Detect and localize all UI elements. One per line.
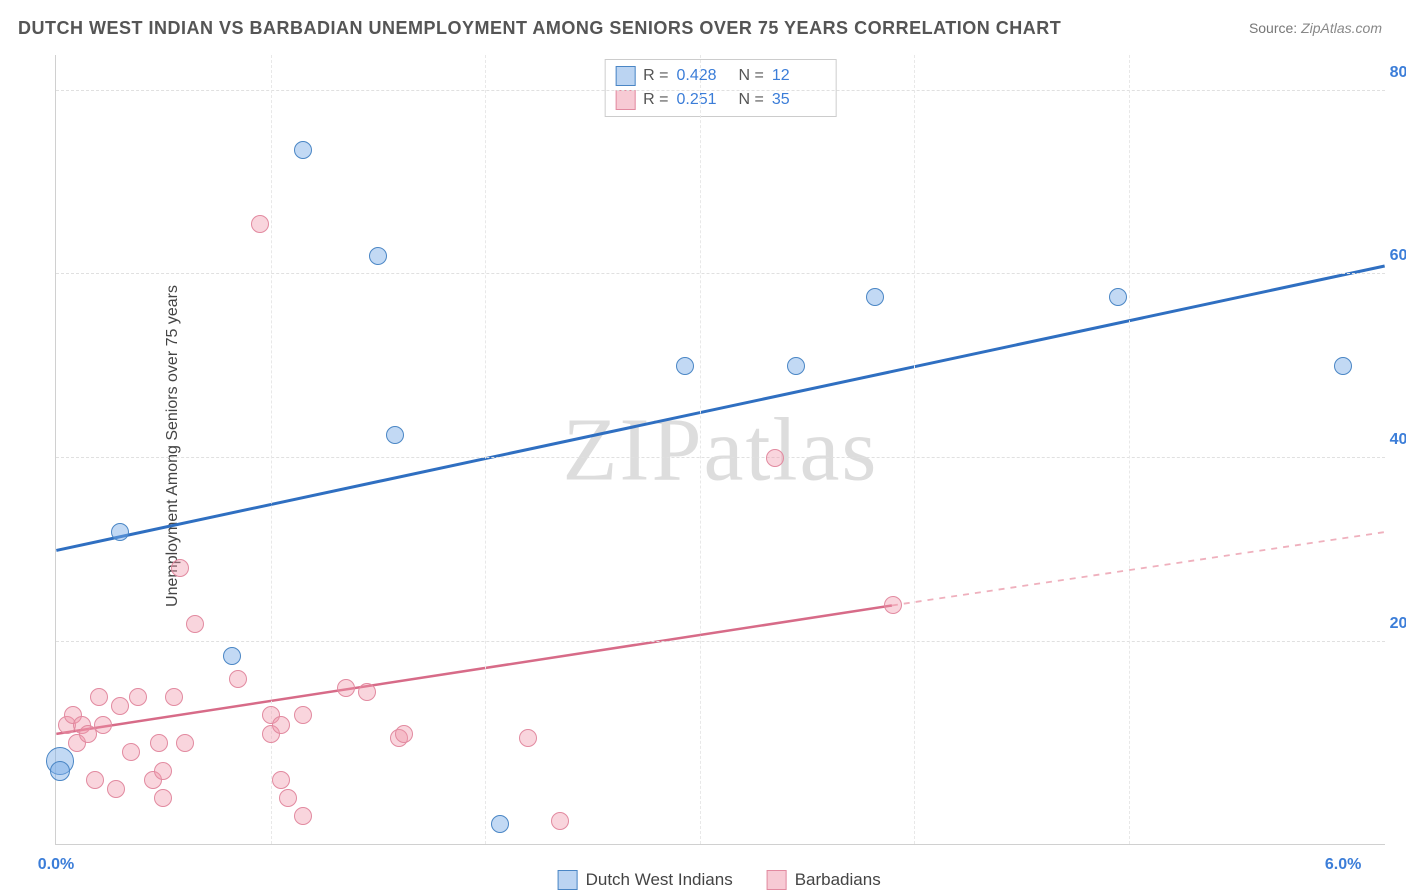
legend-label: Dutch West Indians	[586, 870, 733, 890]
source-citation: Source: ZipAtlas.com	[1249, 20, 1382, 36]
data-point	[111, 523, 129, 541]
data-point	[86, 771, 104, 789]
data-point	[129, 688, 147, 706]
watermark: ZIPatlas	[563, 398, 879, 501]
stats-row: R = 0.428 N = 12	[615, 64, 826, 88]
legend-swatch	[615, 66, 635, 86]
chart-title: DUTCH WEST INDIAN VS BARBADIAN UNEMPLOYM…	[18, 18, 1061, 39]
y-tick-label: 40.0%	[1387, 431, 1406, 449]
data-point	[122, 743, 140, 761]
data-point	[395, 725, 413, 743]
data-point	[154, 789, 172, 807]
data-point	[866, 288, 884, 306]
data-point	[787, 357, 805, 375]
stat-r-value: 0.251	[677, 91, 731, 109]
data-point	[279, 789, 297, 807]
legend-swatch	[767, 870, 787, 890]
data-point	[294, 807, 312, 825]
data-point	[884, 596, 902, 614]
gridline-v	[485, 55, 486, 844]
data-point	[766, 449, 784, 467]
trend-line	[56, 605, 892, 733]
y-tick-label: 20.0%	[1387, 615, 1406, 633]
data-point	[551, 812, 569, 830]
gridline-h	[56, 273, 1385, 274]
series-legend: Dutch West Indians Barbadians	[558, 870, 881, 890]
data-point	[176, 734, 194, 752]
data-point	[186, 615, 204, 633]
data-point	[50, 761, 70, 781]
trend-line	[56, 266, 1384, 550]
stat-n-value: 12	[772, 67, 826, 85]
trend-line	[892, 532, 1385, 605]
data-point	[154, 762, 172, 780]
data-point	[491, 815, 509, 833]
stat-n-value: 35	[772, 91, 826, 109]
legend-item: Dutch West Indians	[558, 870, 733, 890]
x-tick-label: 6.0%	[1325, 856, 1361, 874]
stats-row: R = 0.251 N = 35	[615, 88, 826, 112]
data-point	[150, 734, 168, 752]
data-point	[358, 683, 376, 701]
stat-r-value: 0.428	[677, 67, 731, 85]
data-point	[519, 729, 537, 747]
data-point	[90, 688, 108, 706]
gridline-v	[700, 55, 701, 844]
gridline-h	[56, 90, 1385, 91]
data-point	[223, 647, 241, 665]
y-tick-label: 60.0%	[1387, 247, 1406, 265]
stats-legend: R = 0.428 N = 12 R = 0.251 N = 35	[604, 59, 837, 117]
stat-n-label: N =	[739, 91, 764, 109]
data-point	[337, 679, 355, 697]
watermark-text: ZIPatlas	[563, 400, 879, 499]
trend-lines-overlay	[56, 55, 1385, 844]
gridline-h	[56, 457, 1385, 458]
legend-label: Barbadians	[795, 870, 881, 890]
gridline-v	[914, 55, 915, 844]
data-point	[272, 771, 290, 789]
stat-r-label: R =	[643, 67, 668, 85]
data-point	[386, 426, 404, 444]
data-point	[94, 716, 112, 734]
data-point	[1109, 288, 1127, 306]
x-tick-label: 0.0%	[38, 856, 74, 874]
data-point	[294, 141, 312, 159]
gridline-v	[1129, 55, 1130, 844]
data-point	[171, 559, 189, 577]
data-point	[107, 780, 125, 798]
legend-item: Barbadians	[767, 870, 881, 890]
y-tick-label: 80.0%	[1387, 64, 1406, 82]
legend-swatch	[615, 90, 635, 110]
data-point	[251, 215, 269, 233]
source-value: ZipAtlas.com	[1301, 20, 1382, 36]
stat-r-label: R =	[643, 91, 668, 109]
stat-n-label: N =	[739, 67, 764, 85]
data-point	[676, 357, 694, 375]
source-label: Source:	[1249, 20, 1297, 36]
scatter-plot: ZIPatlas R =0.428N =12R =0.251N =35 20.0…	[55, 55, 1385, 845]
legend-swatch	[558, 870, 578, 890]
gridline-h	[56, 641, 1385, 642]
data-point	[229, 670, 247, 688]
data-point	[165, 688, 183, 706]
data-point	[1334, 357, 1352, 375]
data-point	[111, 697, 129, 715]
data-point	[369, 247, 387, 265]
data-point	[272, 716, 290, 734]
data-point	[294, 706, 312, 724]
